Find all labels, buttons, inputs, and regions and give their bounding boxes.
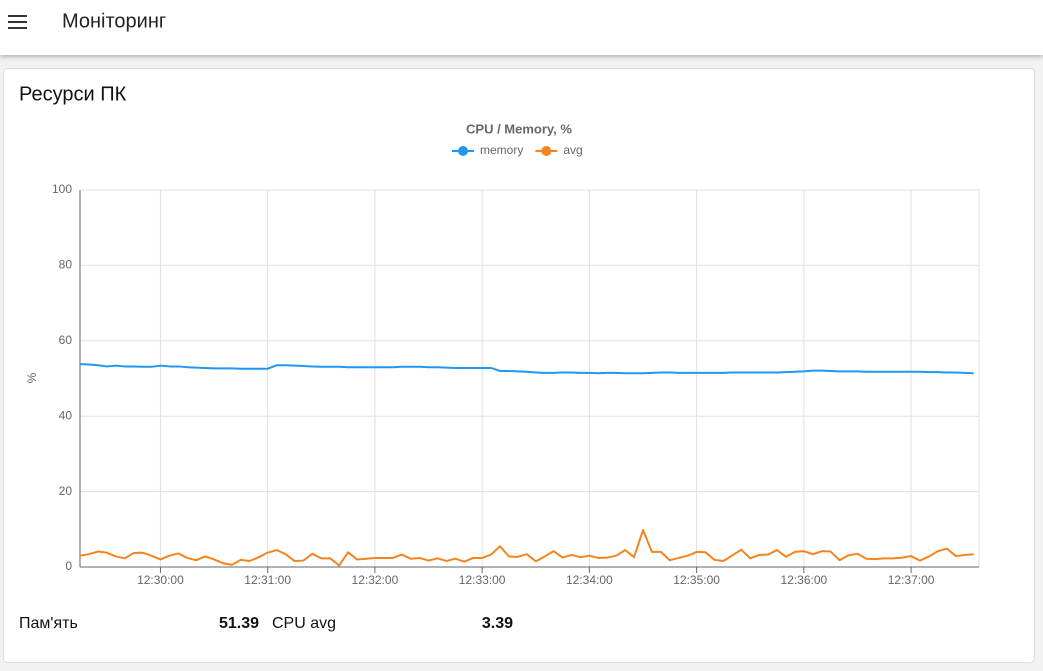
stat-value: 3.39 bbox=[482, 615, 513, 632]
x-tick-label: 12:32:00 bbox=[352, 573, 399, 587]
stat-label: Пам'ять bbox=[19, 615, 78, 632]
card bbox=[3, 68, 1035, 663]
y-tick-label: 40 bbox=[59, 408, 73, 422]
legend-label: memory bbox=[480, 143, 523, 157]
stat-label: CPU avg bbox=[272, 615, 336, 632]
x-tick-label: 12:35:00 bbox=[673, 573, 720, 587]
x-tick-label: 12:37:00 bbox=[888, 573, 935, 587]
x-tick-label: 12:30:00 bbox=[137, 573, 184, 587]
x-tick-label: 12:36:00 bbox=[780, 573, 827, 587]
legend-label: avg bbox=[563, 143, 582, 157]
y-tick-label: 20 bbox=[59, 484, 73, 498]
y-tick-label: 100 bbox=[52, 182, 72, 196]
x-tick-label: 12:33:00 bbox=[459, 573, 506, 587]
x-tick-label: 12:34:00 bbox=[566, 573, 613, 587]
legend-marker bbox=[458, 146, 468, 156]
app-bar bbox=[0, 0, 1043, 55]
y-axis-label: % bbox=[25, 372, 39, 383]
y-tick-label: 60 bbox=[59, 333, 73, 347]
card-title: Ресурси ПК bbox=[19, 83, 127, 105]
series-line bbox=[79, 363, 974, 375]
chart-title: CPU / Memory, % bbox=[466, 121, 572, 136]
legend-marker bbox=[541, 146, 552, 156]
menu-icon[interactable] bbox=[8, 15, 27, 29]
stat-value: 51.39 bbox=[219, 615, 259, 632]
series-line bbox=[79, 529, 974, 567]
x-tick-label: 12:31:00 bbox=[244, 573, 291, 587]
y-tick-label: 80 bbox=[59, 258, 73, 272]
app-title: Моніторинг bbox=[62, 10, 166, 32]
y-tick-label: 0 bbox=[65, 559, 72, 573]
